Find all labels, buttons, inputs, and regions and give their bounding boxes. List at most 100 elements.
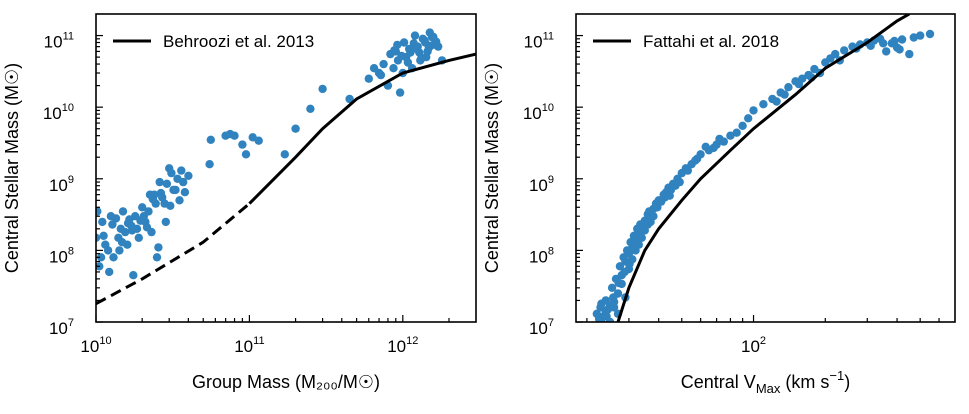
scatter-point (397, 51, 406, 61)
scatter-point (108, 220, 117, 229)
scatter-point (318, 84, 327, 94)
scatter-point (179, 177, 188, 187)
scatter-point (136, 216, 145, 225)
x-tick-label: 1010 (80, 335, 111, 356)
scatter-point (614, 278, 623, 288)
scatter-point (701, 142, 710, 151)
scatter-point (794, 79, 804, 89)
x-axis-label: Group Mass (M₂₀₀/M☉) (192, 372, 380, 392)
scatter-point (175, 196, 184, 205)
relation-line (248, 52, 476, 205)
y-tick-label: 1010 (523, 102, 554, 123)
panel-right: 102 107 108 109 1010 1011 Central Stellar Mass… (482, 13, 956, 396)
scatter-point (749, 106, 758, 115)
scatter-point (96, 233, 101, 242)
scatter-point (306, 104, 315, 114)
scatter-point (161, 217, 170, 227)
scatter-point (205, 160, 214, 169)
scatter-point (152, 253, 162, 262)
scatter-point (98, 217, 107, 227)
scatter-point (411, 44, 421, 53)
scatter-point (156, 188, 166, 198)
scatter-point (171, 185, 180, 195)
scatter-point (675, 177, 684, 187)
scatter-point (254, 136, 263, 145)
y-tick-label: 1011 (44, 31, 74, 52)
scatter-point (291, 124, 300, 133)
relation-line (616, 14, 911, 322)
scatter-point (691, 156, 700, 165)
scatter-point (426, 41, 435, 50)
plot-area-right (592, 14, 935, 322)
scatter-point (177, 166, 186, 175)
scatter-point (142, 223, 152, 232)
scatter-point (123, 219, 133, 228)
scatter-point (784, 83, 793, 92)
x-tick-label: 1012 (387, 335, 418, 356)
y-axis-label: Central Stellar Mass (M☉) (482, 63, 502, 273)
scatter-point (602, 312, 611, 321)
scatter-point (897, 35, 907, 44)
scatter-point (831, 49, 840, 59)
scatter-point (364, 74, 373, 83)
scatter-point (96, 207, 102, 216)
scatter-point (879, 39, 888, 48)
plot-area-left (96, 28, 476, 306)
scatter-point (890, 36, 899, 46)
scatter-point (206, 135, 215, 144)
scatter-point (111, 214, 121, 223)
scatter-point (732, 128, 741, 137)
y-tick-label: 107 (529, 317, 554, 338)
scatter-point (115, 246, 124, 255)
scatter-point (167, 168, 176, 178)
scatter-point (389, 63, 398, 73)
scatter-point (393, 40, 402, 50)
scatter-point (905, 49, 914, 59)
scatter-point (121, 227, 130, 237)
scatter-point (101, 240, 110, 249)
scatter-point (596, 303, 605, 312)
scatter-point (162, 179, 172, 188)
scatter-point (138, 203, 147, 212)
scatter-point (241, 150, 251, 159)
scatter-point (709, 143, 718, 153)
scatter-point (109, 253, 118, 262)
scatter-point (635, 231, 644, 240)
scatter-point (180, 188, 190, 197)
y-tick-label: 109 (49, 174, 74, 195)
scatter-point (607, 283, 617, 292)
scatter-point (715, 134, 724, 144)
scatter-point (925, 29, 935, 39)
scatter-point (399, 38, 409, 47)
scatter-point (379, 59, 388, 69)
scatter-point (772, 97, 781, 106)
scatter-point (744, 114, 753, 123)
scatter-point (696, 150, 705, 159)
scatter-point (376, 70, 386, 80)
scatter-point (105, 267, 114, 277)
scatter-point (127, 226, 137, 235)
scatter-point (280, 150, 289, 159)
y-tick-label: 108 (529, 245, 554, 266)
scatter-point (738, 121, 747, 130)
scatter-point (895, 45, 904, 54)
scatter-point (630, 240, 640, 249)
x-axis-label: Central VMax (km s−1) (681, 368, 850, 396)
scatter-point (420, 36, 429, 45)
scatter-point (230, 131, 239, 140)
scatter-point (759, 100, 768, 109)
axes-frame-right (575, 13, 956, 323)
scatter-point (422, 52, 431, 62)
scatter-point (683, 166, 692, 175)
panel-left: 1010 1011 1012 107 108 109 1010 1011 Central Ste… (2, 13, 477, 392)
y-tick-label: 109 (529, 174, 554, 195)
y-axis-label: Central Stellar Mass (M☉) (2, 63, 22, 273)
scatter-point (665, 191, 674, 200)
y-tick-label: 108 (49, 245, 74, 266)
scatter-point (345, 94, 354, 104)
scatter-point (403, 58, 413, 67)
scatter-point (395, 88, 405, 97)
scatter-point (645, 207, 654, 216)
